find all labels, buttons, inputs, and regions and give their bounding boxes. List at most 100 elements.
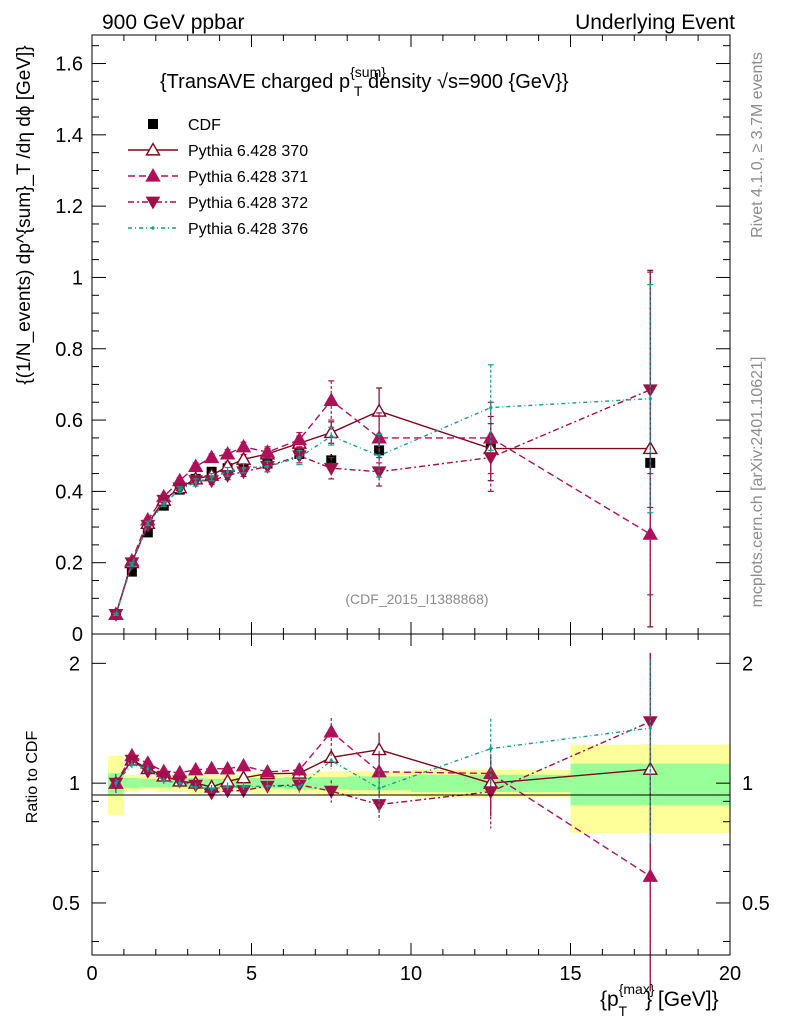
plot-title: {TransAVE charged p{sum} T density √s=900…: [160, 64, 569, 99]
legend-label: CDF: [188, 117, 221, 134]
xlabel-part-a: {p: [600, 988, 619, 1011]
legend-label: Pythia 6.428 371: [188, 169, 308, 186]
xlabel-part-b: } [GeV]}: [645, 988, 719, 1011]
series-3-ratio-point: [489, 747, 493, 751]
series-2-ratio-point: [156, 770, 172, 784]
series-3-point: [225, 470, 230, 474]
series-3-ratio-point: [130, 762, 134, 767]
ratio-y-tick-label: 1: [69, 773, 80, 795]
ratio-y-tick-label-right: 2: [742, 653, 753, 675]
series-3-ratio-point: [648, 726, 652, 730]
series-1-point: [187, 458, 204, 472]
x-tick-label: 10: [400, 963, 422, 985]
series-1-ratio-point: [642, 868, 658, 882]
main-plot-area: [108, 269, 658, 628]
ratio-y-tick-label-right: 0.5: [742, 893, 770, 915]
ratio-band-inner: [139, 778, 156, 788]
title-sup: {sum}: [350, 64, 386, 80]
series-3-point: [377, 454, 381, 458]
series-3-ratio-point: [114, 781, 118, 785]
series-1-point: [235, 438, 252, 453]
y-axis-label-ratio: Ratio to CDF: [24, 731, 41, 824]
legend-label: Pythia 6.428 370: [188, 143, 308, 160]
header-right: Underlying Event: [575, 11, 735, 34]
series-3-line: [115, 397, 651, 615]
legend-marker: [145, 168, 161, 182]
series-2-point: [483, 452, 499, 466]
rivet-version-label: Rivet 4.1.0, ≥ 3.7M events: [749, 52, 766, 238]
series-1-ratio-point: [291, 762, 308, 776]
series-3-point: [146, 521, 150, 526]
series-1-ratio-point: [187, 761, 204, 776]
y-tick-label: 0.6: [55, 410, 83, 432]
ratio-plot-area: [108, 652, 658, 992]
series-3-ratio-point: [178, 781, 182, 785]
x-tick-label: 20: [719, 963, 741, 985]
series-3-point: [114, 612, 118, 616]
series-3-point: [329, 434, 333, 438]
series-3-point: [241, 466, 246, 470]
series-1-point: [323, 392, 339, 407]
x-tick-label: 15: [559, 963, 581, 985]
y-tick-label: 0.4: [55, 481, 83, 503]
series-3-ratio-point: [241, 785, 246, 789]
legend-label: Pythia 6.428 372: [188, 195, 308, 212]
legend-marker: [145, 196, 161, 210]
ratio-band-inner: [123, 778, 140, 789]
ratio-y-tick-label: 0.5: [52, 893, 80, 915]
series-3-point: [265, 464, 270, 469]
legend: CDF Pythia 6.428 370 Pythia 6.428 371 Pythi…: [128, 117, 308, 238]
xlabel-sub: T: [619, 1003, 628, 1019]
series-1-ratio-point: [323, 724, 339, 738]
header-left: 900 GeV ppbar: [102, 11, 244, 34]
xlabel-sup: {max}: [619, 981, 655, 997]
y-axis-label-main: {(1/N_events) dp^{sum}_T /dη dϕ [GeV]}: [14, 45, 35, 384]
series-3-point: [297, 455, 301, 460]
legend-marker: [145, 142, 161, 156]
axes-ticks: 0 5 10 15 20 0 0.2 0.4 0.6 0.8 1 1.2 1.4 1.6 0.5 0.5 1 1 2…: [52, 35, 770, 985]
title-sub: T: [354, 83, 363, 99]
series-3-ratio-point: [377, 786, 381, 790]
mcplots-label: mcplots.cern.ch [arXiv:2401.10621]: [749, 357, 766, 608]
series-1-point: [219, 446, 236, 460]
ratio-y-tick-label: 2: [69, 653, 80, 675]
series-3-point: [648, 397, 652, 401]
legend-marker: [148, 119, 158, 129]
series-1-ratio-point: [203, 760, 220, 775]
series-3-ratio-point: [297, 785, 301, 789]
series-3-ratio-point: [194, 785, 198, 789]
y-tick-label: 1.6: [55, 54, 83, 76]
series-1-point: [203, 449, 220, 464]
series-1-point: [259, 444, 276, 458]
series-1-ratio-point: [235, 757, 252, 772]
series-3-ratio-line: [115, 727, 651, 790]
series-0-ratio-point: [323, 749, 339, 764]
series-3-ratio-point: [162, 779, 166, 783]
series-3-ratio-point: [146, 767, 150, 771]
series-3-point: [130, 562, 134, 567]
series-3-point: [162, 502, 166, 506]
series-3-point: [178, 487, 182, 492]
series-1-point: [642, 526, 658, 540]
legend-label: Pythia 6.428 376: [188, 221, 308, 238]
legend-marker: [151, 226, 155, 230]
series-2-line: [115, 389, 651, 615]
series-2-ratio-point: [323, 785, 339, 799]
ratio-uncertainty-bands: [107, 744, 730, 833]
y-tick-label: 0.2: [55, 553, 83, 575]
title-part-b: density √s=900 {GeV}}: [362, 71, 568, 93]
series-1-ratio-point: [219, 760, 236, 775]
title-part-a: {TransAVE charged p: [160, 71, 350, 93]
series-3-point: [194, 480, 198, 485]
series-2-ratio-point: [483, 786, 499, 800]
y-tick-label: 1.2: [55, 196, 83, 218]
x-tick-label: 5: [246, 963, 257, 985]
analysis-watermark: (CDF_2015_I1388868): [345, 591, 488, 607]
series-3-ratio-point: [265, 784, 270, 788]
cdf-data-point: [126, 566, 137, 577]
y-tick-label: 0: [72, 624, 83, 646]
series-1-line: [115, 399, 651, 615]
x-tick-label: 0: [86, 963, 97, 985]
series-3-ratio-point: [329, 758, 333, 763]
